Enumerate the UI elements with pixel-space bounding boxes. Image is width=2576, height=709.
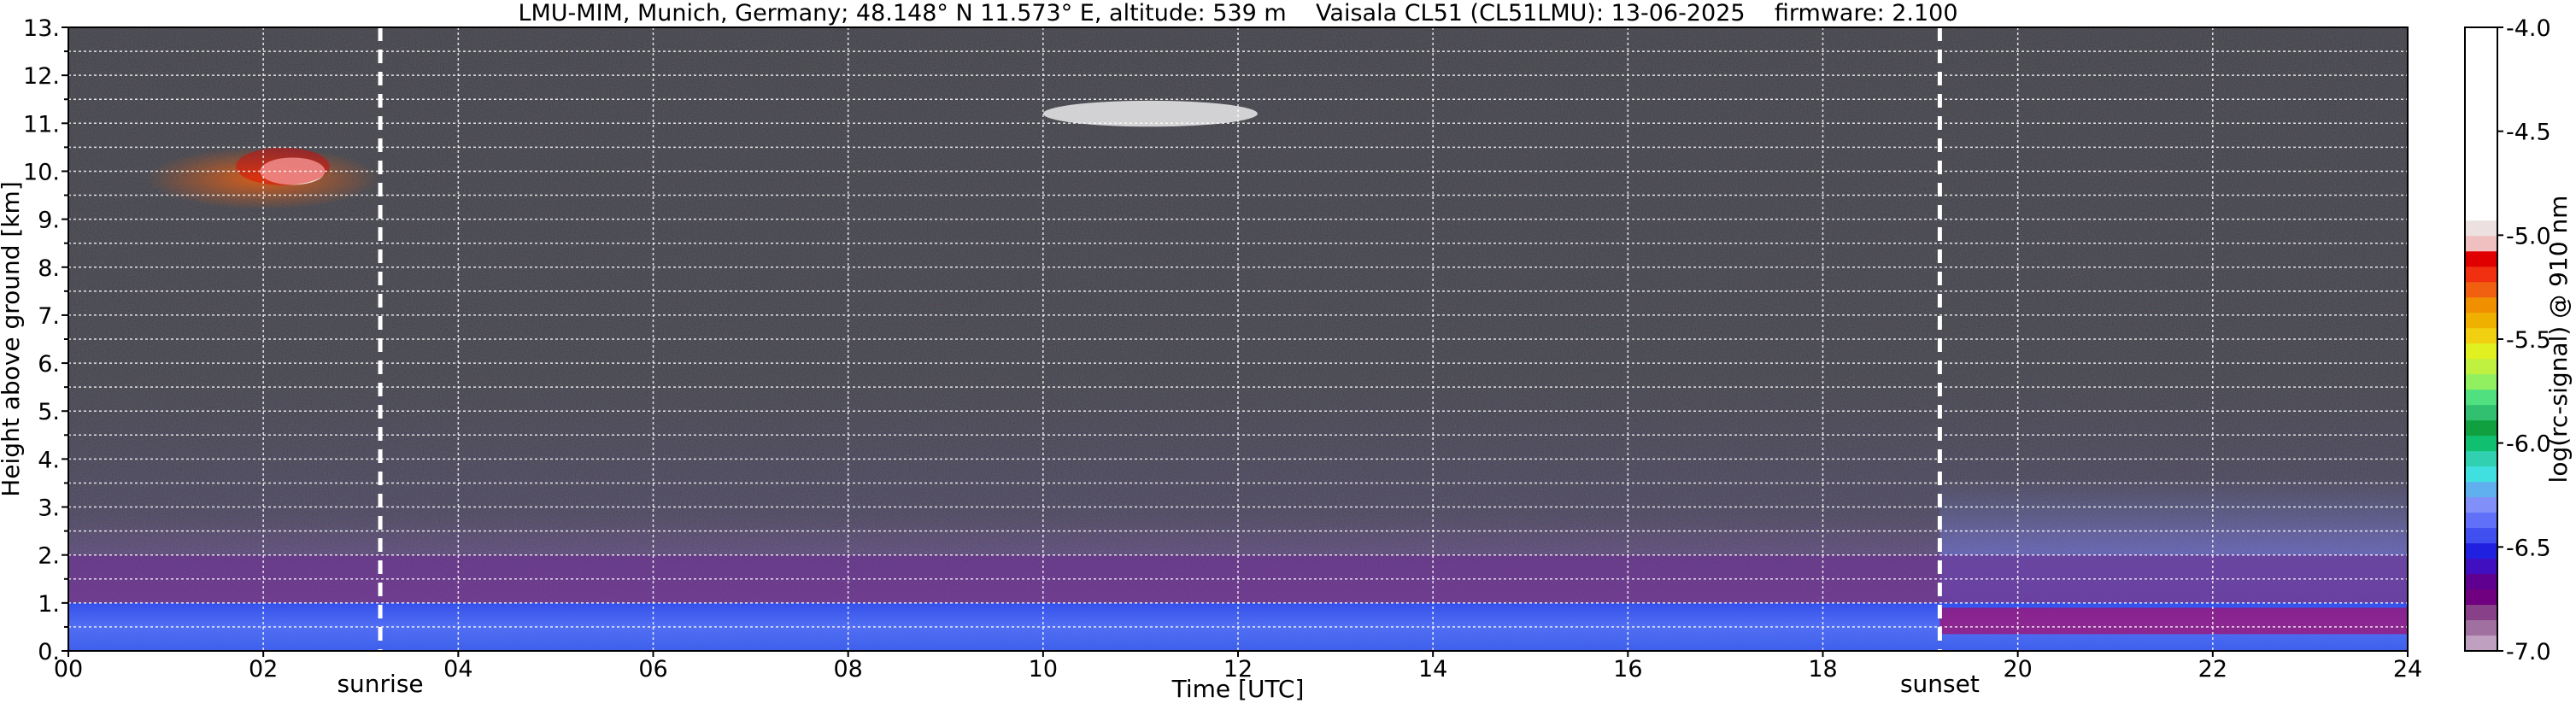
y-tick-label: 3. — [38, 495, 60, 522]
y-tick-label: 1. — [38, 591, 60, 618]
feature-cirrus-core — [260, 157, 326, 185]
colorbar-tick-label: -4.0 — [2506, 15, 2551, 42]
x-tick-label: 24 — [2393, 656, 2422, 683]
y-tick-label: 8. — [38, 255, 60, 282]
y-tick-label: 12. — [23, 63, 60, 90]
colorbar-block — [2465, 482, 2497, 498]
x-tick-label: 16 — [1613, 656, 1642, 683]
colorbar-block — [2465, 282, 2497, 298]
x-tick-label: 08 — [833, 656, 862, 683]
x-tick-label: 04 — [443, 656, 472, 683]
colorbar-block — [2465, 328, 2497, 344]
colorbar-blocks — [2465, 27, 2497, 652]
feature-cloud-streak — [1042, 100, 1258, 127]
colorbar-ticks: -7.0 -6.5 -6.0 -5.5 -5.0 -4.5 -4.0 — [2497, 15, 2551, 665]
plot-area — [68, 27, 2408, 651]
y-tick-label: 4. — [38, 447, 60, 473]
colorbar-block — [2465, 27, 2497, 221]
colorbar-block — [2465, 405, 2497, 421]
y-tick-label: 9. — [38, 208, 60, 234]
x-tick-label: 12 — [1223, 656, 1253, 683]
x-tick-label: 02 — [249, 656, 278, 683]
feature-evening-layer — [1939, 607, 2408, 635]
colorbar-block — [2465, 574, 2497, 590]
colorbar-block — [2465, 605, 2497, 621]
y-tick-label: 6. — [38, 351, 60, 378]
x-axis-label: Time [UTC] — [1171, 675, 1305, 703]
y-tick-label: 5. — [38, 399, 60, 425]
colorbar-block — [2465, 390, 2497, 406]
colorbar-tick-label: -4.5 — [2506, 120, 2551, 146]
y-tick-label: 2. — [38, 543, 60, 570]
colorbar-block — [2465, 589, 2497, 606]
colorbar-block — [2465, 528, 2497, 544]
grid-layer — [68, 27, 2408, 651]
y-axis-label: Height above ground [km] — [0, 181, 25, 497]
colorbar-block — [2465, 636, 2497, 652]
colorbar-block — [2465, 251, 2497, 267]
x-tick-label: 06 — [638, 656, 667, 683]
annotation-label-sunrise: sunrise — [337, 670, 423, 698]
colorbar-block — [2465, 513, 2497, 529]
colorbar-block — [2465, 559, 2497, 575]
colorbar-tick-label: -6.0 — [2506, 431, 2551, 458]
y-tick-label: 11. — [23, 111, 60, 138]
colorbar-block — [2465, 543, 2497, 560]
chart-title: LMU-MIM, Munich, Germany; 48.148° N 11.5… — [518, 0, 1957, 26]
x-tick-label: 10 — [1029, 656, 1058, 683]
colorbar-tick-label: -7.0 — [2506, 639, 2551, 665]
colorbar-block — [2465, 497, 2497, 513]
colorbar-block — [2465, 359, 2497, 375]
colorbar-block — [2465, 374, 2497, 390]
feature-cirrus-edge — [235, 147, 330, 185]
colorbar-block — [2465, 420, 2497, 437]
annotation-lines — [378, 27, 1942, 651]
x-axis: 00 02 04 06 08 10 12 14 16 18 20 22 24 — [54, 651, 2422, 683]
colorbar-block — [2465, 220, 2497, 237]
colorbar: -7.0 -6.5 -6.0 -5.5 -5.0 -4.5 -4.0 log(rc-sign… — [2464, 15, 2573, 665]
colorbar-block — [2465, 451, 2497, 467]
colorbar-block — [2465, 620, 2497, 636]
colorbar-tick-label: -6.5 — [2506, 535, 2551, 561]
x-tick-label: 22 — [2198, 656, 2227, 683]
colorbar-block — [2465, 436, 2497, 452]
y-tick-label: 13. — [23, 15, 60, 42]
colorbar-block — [2465, 343, 2497, 360]
colorbar-block — [2465, 466, 2497, 483]
y-axis: 0. 1. 2. 3. 4. 5. 6. 7. 8. 9. 10. 11. 12. 13. — [23, 15, 68, 665]
colorbar-label: log(rc-signal) @ 910 nm — [2544, 196, 2573, 483]
colorbar-block — [2465, 313, 2497, 329]
colorbar-tick-label: -5.0 — [2506, 223, 2551, 249]
colorbar-block — [2465, 297, 2497, 313]
colorbar-block — [2465, 236, 2497, 252]
y-tick-label: 10. — [23, 159, 60, 185]
x-tick-label: 14 — [1418, 656, 1447, 683]
colorbar-block — [2465, 267, 2497, 283]
x-tick-label: 18 — [1808, 656, 1837, 683]
annotation-labels: sunrise sunset — [337, 670, 1979, 698]
x-tick-label: 20 — [2003, 656, 2032, 683]
colorbar-tick-label: -5.5 — [2506, 327, 2551, 354]
y-tick-label: 0. — [38, 639, 60, 665]
y-tick-label: 7. — [38, 303, 60, 330]
annotation-label-sunset: sunset — [1900, 670, 1980, 698]
x-tick-label: 00 — [54, 656, 83, 683]
